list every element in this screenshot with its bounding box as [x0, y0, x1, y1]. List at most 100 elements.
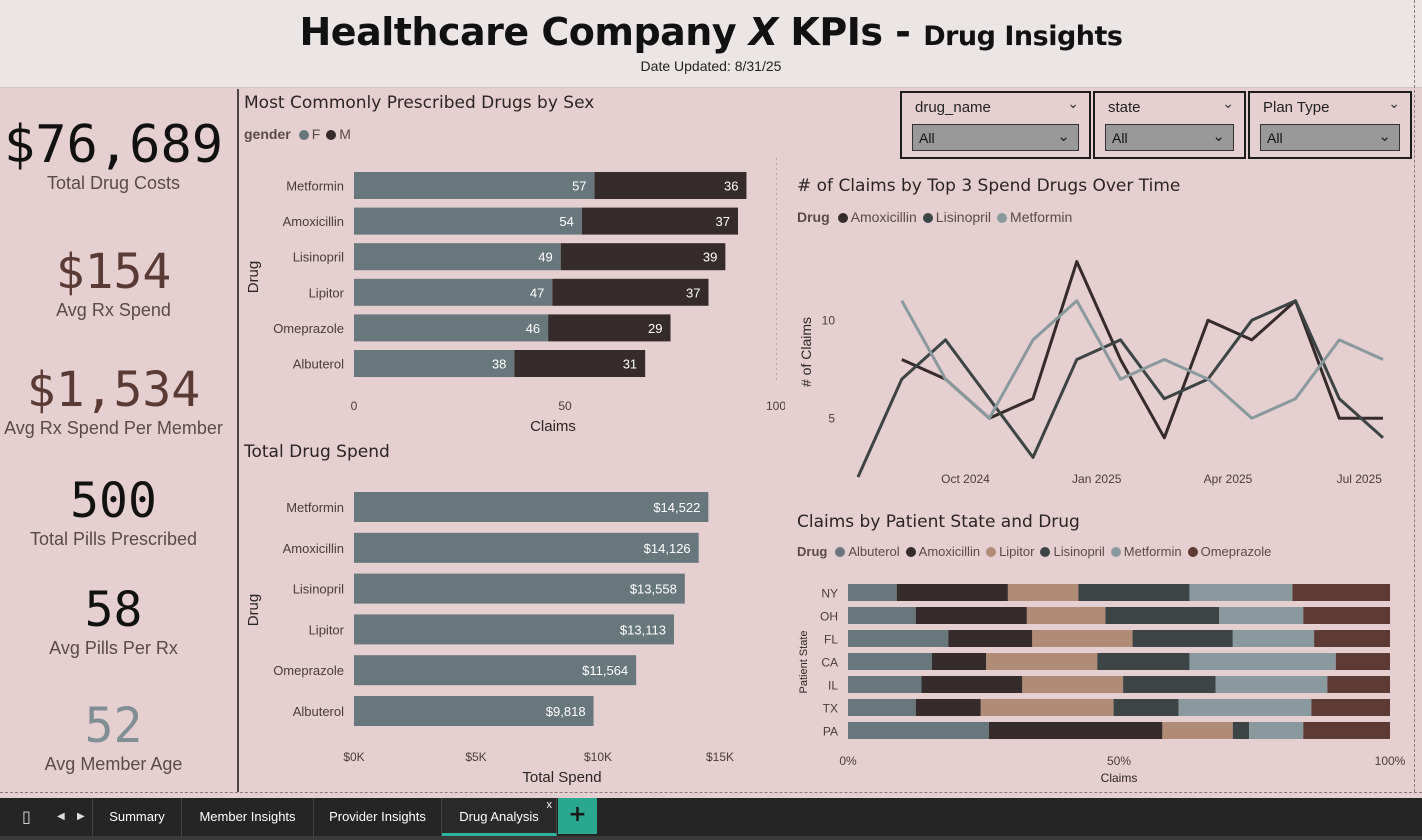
- tab-summary[interactable]: Summary: [92, 798, 182, 836]
- dot-icon: [835, 547, 846, 557]
- bar-segment-lisinopril: [1078, 584, 1190, 601]
- bar: [354, 532, 699, 563]
- bar: [354, 696, 594, 726]
- bar-segment-omeprazole: [1314, 630, 1390, 647]
- chart-total-drug-spend[interactable]: $0K $5K $10K $15K Metformin $14,522 Amoxicilli…: [240, 475, 785, 790]
- bar-segment-lisinopril: [1123, 676, 1216, 693]
- data-label-f: 38: [492, 357, 506, 372]
- slicer-dropdown[interactable]: All ⌄: [1260, 124, 1400, 151]
- next-page-icon[interactable]: ▶: [77, 811, 85, 822]
- bar-f: [354, 278, 553, 306]
- legend-title: Drug: [797, 209, 830, 225]
- chart-claims-by-state[interactable]: NY OH FL CA IL TX PA 0% 50% 100% Claims Patient Sta…: [795, 575, 1410, 790]
- legend-item-m[interactable]: M: [326, 126, 351, 142]
- bar: [354, 492, 709, 522]
- kpi-divider: [237, 89, 239, 792]
- legend-drug-line: Drug Amoxicillin Lisinopril Metformin: [797, 209, 1078, 225]
- category-label: Albuterol: [293, 357, 344, 372]
- bar-segment-albuterol: [848, 607, 916, 624]
- legend-item-lipitor[interactable]: Lipitor: [986, 544, 1034, 559]
- bar-segment-metformin: [1189, 584, 1293, 601]
- slicer-dropdown[interactable]: All ⌄: [1105, 124, 1234, 151]
- chevron-down-icon: ⌄: [1212, 127, 1225, 145]
- kpi-value: $1,534: [26, 362, 201, 418]
- slicer-label: state: [1108, 99, 1141, 116]
- legend-item-metformin[interactable]: Metformin: [997, 209, 1072, 225]
- bar-segment-lipitor: [980, 699, 1114, 716]
- legend-item-metformin[interactable]: Metformin: [1110, 544, 1182, 559]
- prev-page-icon[interactable]: ◀: [57, 811, 65, 822]
- bar-segment-metformin: [1189, 653, 1336, 670]
- chart-claims-over-time[interactable]: 5 10 Oct 2024 Jan 2025 Apr 2025 Jul 2025 # of …: [795, 232, 1410, 502]
- bar-segment-lisinopril: [1097, 653, 1190, 670]
- data-label-f: 57: [572, 179, 586, 194]
- bar-segment-lipitor: [1022, 676, 1124, 693]
- legend-item-lisinopril[interactable]: Lisinopril: [922, 209, 991, 225]
- slicer-dropdown[interactable]: All ⌄: [912, 124, 1079, 151]
- page-title: Healthcare Company X KPIs - Drug Insight…: [0, 10, 1422, 54]
- legend-item-omeprazole[interactable]: Omeprazole: [1187, 544, 1271, 559]
- chart-title-total-spend: Total Drug Spend: [244, 442, 390, 462]
- chevron-down-icon: ⌄: [1057, 127, 1070, 145]
- kpi-value: 52: [84, 698, 143, 754]
- kpi-avg-member-age[interactable]: 52 Avg Member Age: [0, 698, 227, 775]
- kpi-column: $76,689 Total Drug Costs $154 Avg Rx Spe…: [0, 89, 237, 792]
- legend-item-f[interactable]: F: [298, 126, 320, 142]
- chart-title-claims-over-time: # of Claims by Top 3 Spend Drugs Over Ti…: [797, 176, 1181, 196]
- chevron-down-icon[interactable]: ⌄: [1388, 96, 1400, 112]
- slicer-state[interactable]: state ⌄ All ⌄: [1093, 91, 1246, 159]
- kpi-avg-rx-spend-per-member[interactable]: $1,534 Avg Rx Spend Per Member: [0, 362, 227, 439]
- category-label: Metformin: [286, 179, 344, 194]
- dot-icon: [922, 213, 933, 223]
- category-label: FL: [824, 633, 838, 647]
- dot-icon: [1110, 547, 1121, 557]
- category-label: CA: [821, 656, 838, 670]
- dot-icon: [986, 547, 997, 557]
- bar-segment-omeprazole: [1327, 676, 1390, 693]
- tab-provider-insights[interactable]: Provider Insights: [314, 798, 442, 836]
- bar-segment-metformin: [1178, 699, 1312, 716]
- bar-segment-lipitor: [1026, 607, 1106, 624]
- bar-f: [354, 350, 515, 377]
- chart-title-by-sex: Most Commonly Prescribed Drugs by Sex: [244, 93, 595, 113]
- bar-segment-metformin: [1249, 722, 1304, 739]
- x-tick-label: $0K: [343, 750, 364, 764]
- mobile-layout-icon[interactable]: ▯: [22, 807, 31, 826]
- add-page-button[interactable]: +: [558, 798, 597, 834]
- tab-drug-analysis[interactable]: Drug Analysis x: [442, 798, 557, 836]
- data-label: $11,564: [582, 663, 628, 678]
- close-icon[interactable]: x: [546, 799, 553, 811]
- data-label: $14,126: [644, 541, 691, 556]
- chevron-down-icon[interactable]: ⌄: [1222, 96, 1234, 112]
- slicer-plan-type[interactable]: Plan Type ⌄ All ⌄: [1248, 91, 1412, 159]
- legend-item-amoxicillin[interactable]: Amoxicillin: [837, 209, 917, 225]
- dot-icon: [1187, 547, 1198, 557]
- category-label: NY: [821, 587, 838, 601]
- kpi-avg-rx-spend[interactable]: $154 Avg Rx Spend: [0, 244, 227, 321]
- legend-item-albuterol[interactable]: Albuterol: [835, 544, 900, 559]
- bar-segment-omeprazole: [1303, 722, 1390, 739]
- y-axis-label: Patient State: [798, 631, 810, 694]
- bar-m: [548, 314, 671, 342]
- category-label: PA: [823, 725, 838, 739]
- kpi-total-drug-costs[interactable]: $76,689 Total Drug Costs: [0, 117, 227, 194]
- category-label: TX: [823, 702, 838, 716]
- legend-gender: gender F M: [244, 126, 357, 142]
- legend-item-amoxicillin[interactable]: Amoxicillin: [905, 544, 980, 559]
- chevron-down-icon[interactable]: ⌄: [1067, 96, 1079, 112]
- bar-segment-metformin: [1219, 607, 1304, 624]
- kpi-total-pills[interactable]: 500 Total Pills Prescribed: [0, 473, 227, 550]
- y-tick-label: 10: [822, 313, 836, 327]
- category-label: Lisinopril: [293, 582, 344, 597]
- tab-member-insights[interactable]: Member Insights: [182, 798, 314, 836]
- category-label: Lisinopril: [293, 250, 344, 265]
- legend-item-lisinopril[interactable]: Lisinopril: [1040, 544, 1105, 559]
- chart-prescribed-by-sex[interactable]: 0 50 100 Metformin 57 36 Amoxicillin 54 37 Lisino…: [240, 150, 785, 440]
- bar-segment-omeprazole: [1335, 653, 1390, 670]
- x-tick-label: $15K: [706, 750, 734, 764]
- data-label-f: 54: [559, 214, 573, 229]
- date-updated: Date Updated: 8/31/25: [640, 58, 782, 74]
- bar-m: [594, 172, 747, 199]
- slicer-drug-name[interactable]: drug_name ⌄ All ⌄: [900, 91, 1091, 159]
- kpi-avg-pills-per-rx[interactable]: 58 Avg Pills Per Rx: [0, 582, 227, 659]
